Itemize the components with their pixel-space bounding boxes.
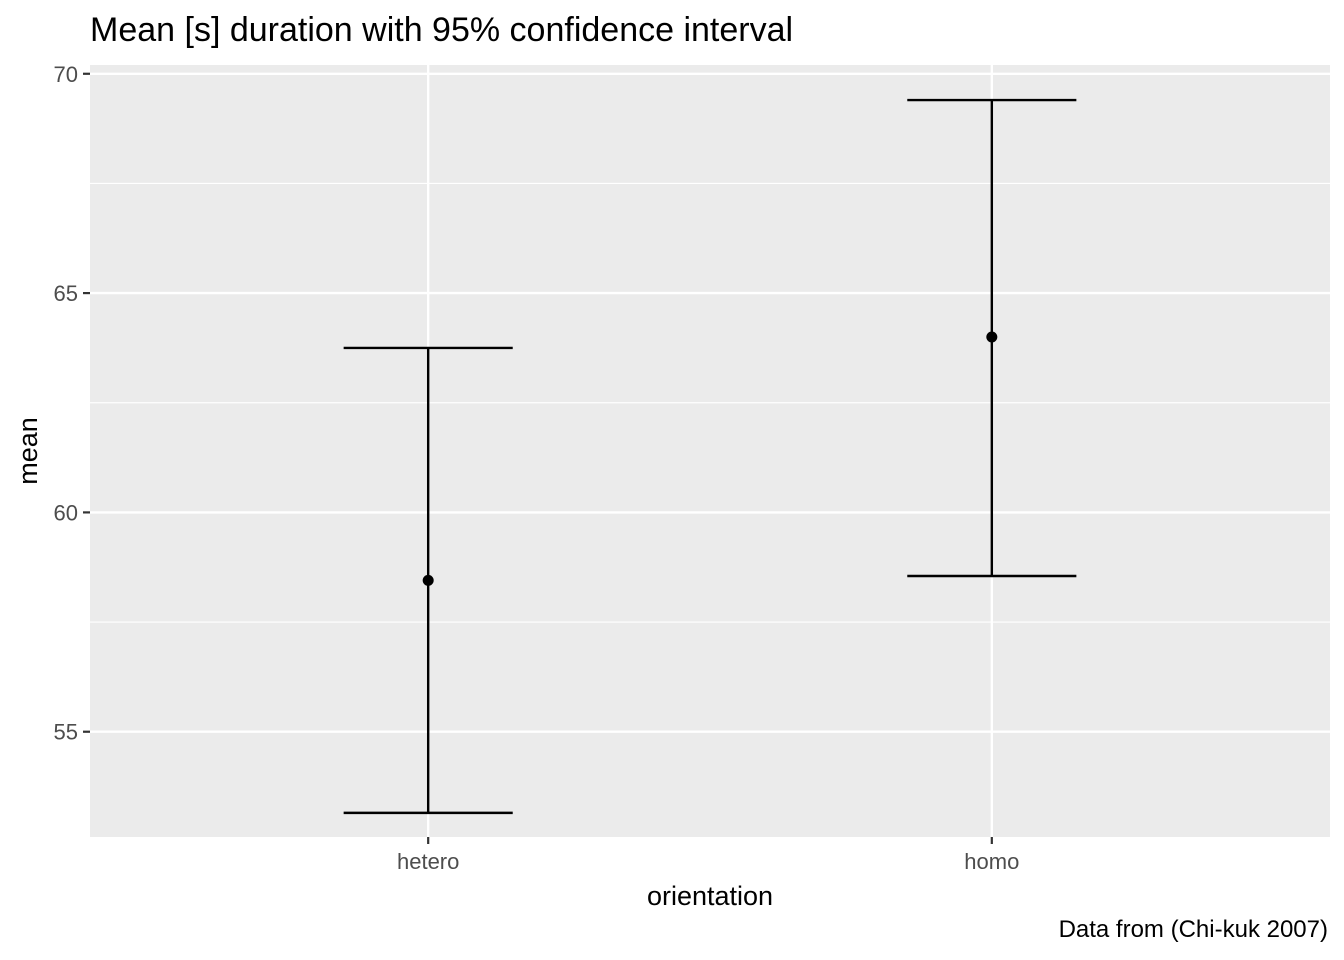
plot-panel <box>90 65 1330 837</box>
chart-title: Mean [s] duration with 95% confidence in… <box>90 11 793 49</box>
x-axis-title: orientation <box>647 881 773 911</box>
mean-point <box>986 331 998 343</box>
y-tick-label: 65 <box>54 281 78 306</box>
chart-caption: Data from (Chi-kuk 2007) <box>1059 916 1328 943</box>
y-tick-label: 60 <box>54 500 78 525</box>
x-axis: hetero homo <box>397 837 1019 874</box>
y-axis-title: mean <box>13 417 43 485</box>
y-tick-label: 55 <box>54 720 78 745</box>
error-bar-homo <box>907 98 1077 578</box>
minor-gridlines <box>90 182 1330 623</box>
error-bars <box>343 98 1077 815</box>
x-tick-label: homo <box>964 849 1019 874</box>
x-tick-label: hetero <box>397 849 459 874</box>
y-tick-label: 70 <box>54 62 78 87</box>
mean-point <box>422 574 434 586</box>
error-bar-hetero <box>343 346 513 815</box>
y-axis: 55 60 65 70 <box>54 62 90 745</box>
